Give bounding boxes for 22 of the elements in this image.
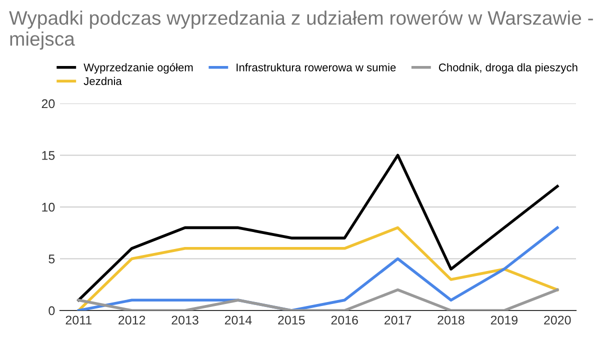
x-tick-label: 2017: [384, 316, 412, 325]
legend-label: Jezdnia: [84, 76, 122, 86]
chart-title: Wypadki podczas wyprzedzania z udziałem rowerów w Warszawie - miejsca: [9, 10, 593, 50]
x-tick-label: 2019: [490, 316, 518, 325]
y-tick-label: 10: [42, 202, 55, 212]
y-tick-label: 20: [42, 99, 55, 108]
legend-label: Wyprzedzanie ogółem: [84, 63, 193, 74]
x-tick-label: 2016: [331, 316, 358, 325]
legend-label: Infrastruktura rowerowa w sumie: [236, 63, 396, 72]
x-tick-label: 2013: [172, 316, 198, 325]
y-tick-label: 5: [48, 254, 55, 264]
x-tick-label: 2018: [438, 316, 464, 325]
x-tick-label: 2012: [118, 316, 146, 325]
line-series: [77, 226, 559, 310]
x-tick-label: 2011: [66, 316, 92, 325]
line-series: [77, 154, 559, 302]
x-tick-label: 2015: [278, 316, 305, 325]
x-tick-label: 2014: [224, 316, 252, 325]
y-tick-label: 15: [42, 151, 55, 160]
y-tick-label: 0: [48, 306, 55, 316]
x-tick-label: 2020: [544, 316, 571, 325]
legend-label: Chodnik, droga dla pieszych: [438, 63, 578, 74]
